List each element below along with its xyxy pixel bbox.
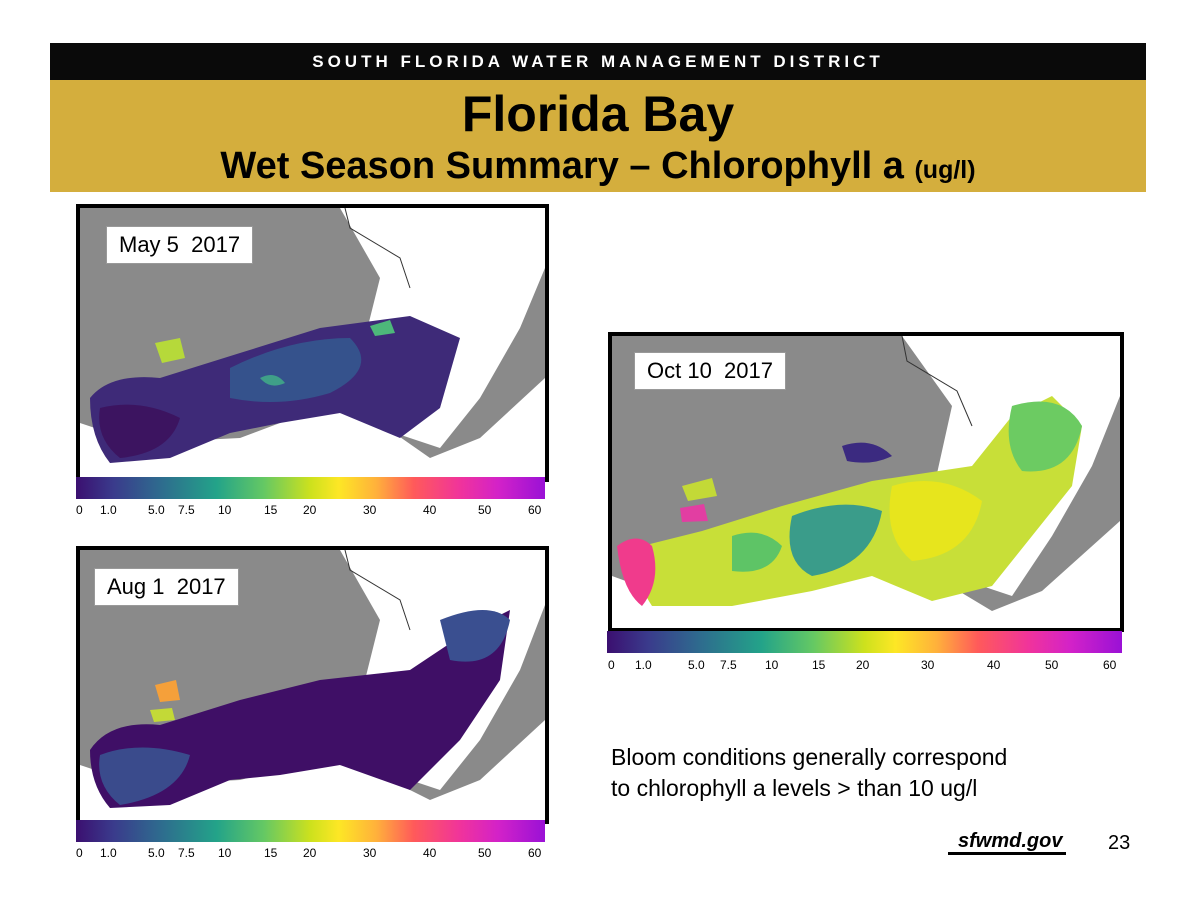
tick-label: 20 [303,503,317,517]
tick-label: 40 [987,658,1001,672]
tick-label: 0 [608,658,615,672]
map-may-date: May 5 2017 [106,226,254,264]
tick-label: 10 [765,658,779,672]
page-title: Florida Bay [461,86,735,142]
colorbar-aug-ticks: 0 1.0 5.0 7.5 10 15 20 30 40 50 60 [76,846,545,862]
tick-label: 10 [218,503,232,517]
org-banner: SOUTH FLORIDA WATER MANAGEMENT DISTRICT [50,43,1146,80]
map-aug-date: Aug 1 2017 [94,568,239,606]
map-aug-graphic [80,550,545,820]
tick-label: 60 [528,503,542,517]
tick-label: 15 [264,846,278,860]
tick-label: 1.0 [100,846,117,860]
tick-label: 5.0 [688,658,705,672]
tick-label: 5.0 [148,503,165,517]
bloom-note: Bloom conditions generally correspond to… [611,742,1131,804]
tick-label: 1.0 [635,658,652,672]
tick-label: 15 [264,503,278,517]
map-may: May 5 2017 [76,204,549,482]
subtitle-unit: (ug/l) [914,156,976,184]
tick-label: 40 [423,846,437,860]
colorbar-oct [607,631,1122,653]
tick-label: 10 [218,846,232,860]
map-may-graphic [80,208,545,478]
colorbar-may-ticks: 0 1.0 5.0 7.5 10 15 20 30 40 50 60 [76,503,545,519]
tick-label: 20 [856,658,870,672]
tick-label: 0 [76,846,83,860]
tick-label: 30 [921,658,935,672]
colorbar-may [76,477,545,499]
tick-label: 50 [478,503,492,517]
tick-label: 15 [812,658,826,672]
sfwmd-logo: sfwmd.gov [948,830,1067,855]
bloom-note-line1: Bloom conditions generally correspond [611,744,1008,770]
page-number: 23 [1108,832,1131,854]
tick-label: 60 [1103,658,1117,672]
tick-label: 40 [423,503,437,517]
tick-label: 7.5 [178,503,195,517]
tick-label: 60 [528,846,542,860]
tick-label: 20 [303,846,317,860]
tick-label: 7.5 [720,658,737,672]
tick-label: 50 [1045,658,1059,672]
map-oct-date: Oct 10 2017 [634,352,786,390]
tick-label: 7.5 [178,846,195,860]
tick-label: 5.0 [148,846,165,860]
tick-label: 30 [363,503,377,517]
tick-label: 50 [478,846,492,860]
bloom-note-line2: to chlorophyll a levels > than 10 ug/l [611,775,978,801]
tick-label: 1.0 [100,503,117,517]
map-aug: Aug 1 2017 [76,546,549,824]
map-oct: Oct 10 2017 [608,332,1124,632]
page-subtitle: Wet Season Summary – Chlorophyll a (ug/l… [50,145,1146,191]
colorbar-aug [76,820,545,842]
subtitle-text: Wet Season Summary – Chlorophyll a [220,145,904,187]
tick-label: 0 [76,503,83,517]
title-band: Florida Bay Wet Season Summary – Chlorop… [50,80,1146,192]
tick-label: 30 [363,846,377,860]
colorbar-oct-ticks: 0 1.0 5.0 7.5 10 15 20 30 40 50 60 [607,658,1122,674]
